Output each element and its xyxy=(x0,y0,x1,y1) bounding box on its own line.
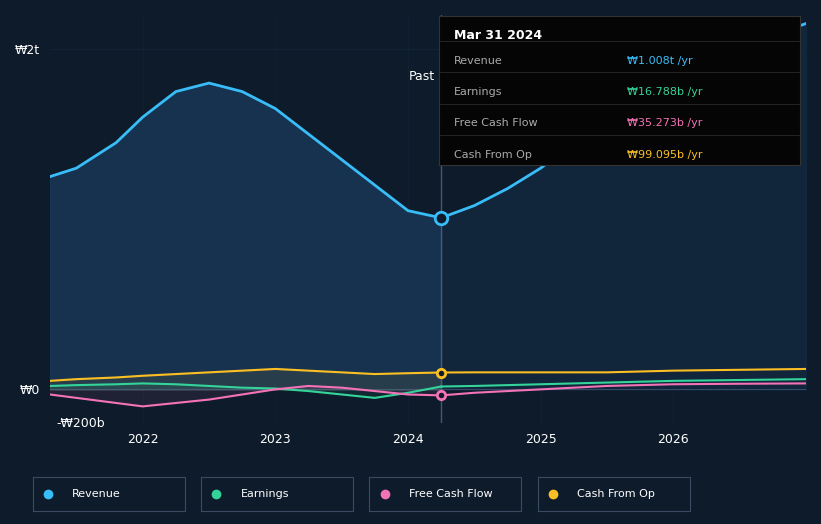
Text: ₩16.788b /yr: ₩16.788b /yr xyxy=(627,87,703,97)
Text: Past: Past xyxy=(408,70,434,83)
Text: Free Cash Flow: Free Cash Flow xyxy=(454,118,537,128)
Text: Cash From Op: Cash From Op xyxy=(454,150,531,160)
Text: Revenue: Revenue xyxy=(72,489,121,499)
Text: ₩1.008t /yr: ₩1.008t /yr xyxy=(627,56,693,66)
Text: Earnings: Earnings xyxy=(454,87,502,97)
Text: ₩99.095b /yr: ₩99.095b /yr xyxy=(627,150,703,160)
Text: Cash From Op: Cash From Op xyxy=(577,489,655,499)
Text: -₩200b: -₩200b xyxy=(57,417,105,430)
Text: Mar 31 2024: Mar 31 2024 xyxy=(454,29,542,42)
Text: Earnings: Earnings xyxy=(241,489,289,499)
Text: Analysts Forecasts: Analysts Forecasts xyxy=(447,70,564,83)
Text: ₩35.273b /yr: ₩35.273b /yr xyxy=(627,118,703,128)
Text: Free Cash Flow: Free Cash Flow xyxy=(409,489,493,499)
Text: Revenue: Revenue xyxy=(454,56,502,66)
